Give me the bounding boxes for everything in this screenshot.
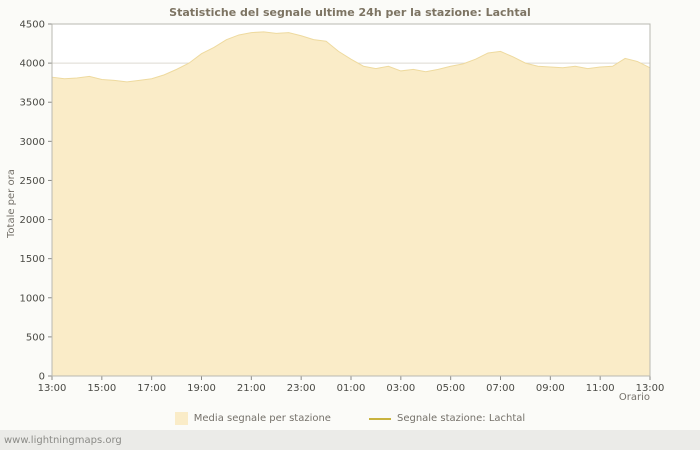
area-series bbox=[52, 31, 650, 376]
legend-line-swatch bbox=[368, 417, 391, 420]
legend-item-area: Media segnale per stazione bbox=[174, 412, 331, 425]
y-tick-label: 2500 bbox=[20, 176, 45, 187]
legend-area-label: Media segnale per stazione bbox=[193, 413, 331, 424]
x-tick-label: 21:00 bbox=[237, 383, 266, 394]
y-tick-label: 0 bbox=[39, 372, 45, 383]
y-tick-label: 4500 bbox=[20, 20, 45, 31]
plot-border bbox=[51, 23, 651, 377]
x-tick-label: 01:00 bbox=[337, 383, 366, 394]
x-tick-label: 19:00 bbox=[187, 383, 216, 394]
footer-bar: www.lightningmaps.org bbox=[0, 430, 700, 450]
x-tick-label: 17:00 bbox=[137, 383, 166, 394]
y-tick-label: 3500 bbox=[20, 98, 45, 109]
x-axis-title: Orario bbox=[618, 392, 650, 403]
y-tick-label: 500 bbox=[26, 332, 45, 343]
x-tick-label: 09:00 bbox=[536, 383, 565, 394]
legend-item-line: Segnale stazione: Lachtal bbox=[368, 413, 526, 424]
y-tick-label: 1000 bbox=[20, 293, 45, 304]
legend-area-swatch bbox=[174, 412, 188, 425]
x-tick-label: 13:00 bbox=[636, 383, 665, 394]
y-tick-label: 3000 bbox=[20, 137, 45, 148]
x-tick-label: 05:00 bbox=[436, 383, 465, 394]
watermark: www.lightningmaps.org bbox=[4, 434, 122, 446]
area-edge-line bbox=[51, 31, 651, 83]
x-tick-label: 07:00 bbox=[486, 383, 515, 394]
x-tick-label: 03:00 bbox=[386, 383, 415, 394]
y-tick-label: 2000 bbox=[20, 215, 45, 226]
legend: Media segnale per stazione Segnale stazi… bbox=[0, 412, 700, 425]
chart-title: Statistiche del segnale ultime 24h per l… bbox=[169, 6, 531, 19]
legend-line-label: Segnale stazione: Lachtal bbox=[396, 413, 526, 424]
x-tick-label: 11:00 bbox=[586, 383, 615, 394]
x-tick-label: 13:00 bbox=[38, 383, 67, 394]
x-tick-label: 23:00 bbox=[287, 383, 316, 394]
y-tick-label: 1500 bbox=[20, 254, 45, 265]
y-axis-title: Totale per ora bbox=[6, 169, 17, 238]
y-tick-label: 4000 bbox=[20, 59, 45, 70]
x-tick-label: 15:00 bbox=[87, 383, 116, 394]
